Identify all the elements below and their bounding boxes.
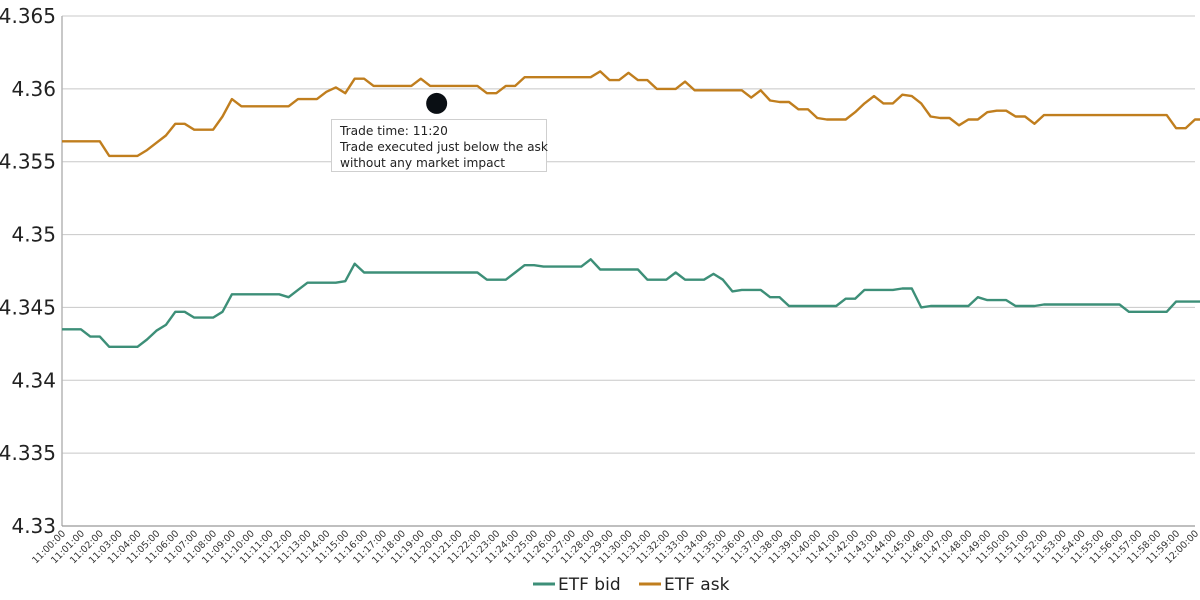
x-axis: 11:00:0011:01:0011:02:0011:03:0011:04:00… <box>30 528 1200 566</box>
y-tick-label: 4.355 <box>0 150 56 174</box>
y-tick-label: 4.335 <box>0 441 56 465</box>
legend: ETF bid ETF ask <box>533 575 730 595</box>
etf-ask-line <box>62 70 1200 158</box>
y-tick-label: 4.34 <box>11 368 56 392</box>
tooltip-line-impact: without any market impact <box>340 156 506 170</box>
etf-bid-legend-label: ETF bid <box>558 575 621 595</box>
trade-marker[interactable] <box>426 92 448 114</box>
y-tick-label: 4.33 <box>11 514 56 538</box>
trade-marker-dot[interactable] <box>426 92 448 114</box>
y-tick-label: 4.36 <box>11 77 56 101</box>
tooltip-line-description: Trade executed just below the ask <box>340 140 548 154</box>
y-tick-label: 4.365 <box>0 4 56 28</box>
etf-bid-line <box>62 258 1200 348</box>
trade-tooltip: Trade time: 11:20 Trade executed just be… <box>331 119 548 172</box>
y-tick-label: 4.345 <box>0 295 56 319</box>
y-axis: 4.33 4.335 4.34 4.345 4.35 4.355 4.36 4.365 <box>0 4 1195 538</box>
etf-ask-legend-label: ETF ask <box>664 575 730 595</box>
tooltip-line-trade-time: Trade time: 11:20 <box>340 124 448 138</box>
y-tick-label: 4.35 <box>11 223 56 247</box>
plot-area <box>62 70 1200 348</box>
gridlines <box>62 15 1195 454</box>
